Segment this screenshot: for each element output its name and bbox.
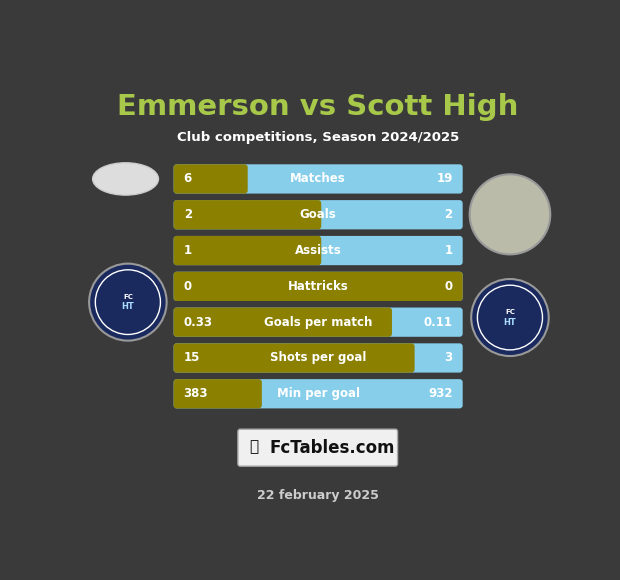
Text: Hattricks: Hattricks <box>288 280 348 293</box>
FancyBboxPatch shape <box>174 307 463 337</box>
FancyBboxPatch shape <box>174 379 463 408</box>
Text: Goals per match: Goals per match <box>264 316 373 329</box>
Text: Assists: Assists <box>294 244 342 257</box>
Text: 1: 1 <box>445 244 453 257</box>
Text: Min per goal: Min per goal <box>277 387 360 400</box>
Text: FC: FC <box>123 293 133 300</box>
Text: 2: 2 <box>445 208 453 221</box>
Text: Matches: Matches <box>290 172 346 186</box>
Text: 0: 0 <box>184 280 192 293</box>
Circle shape <box>470 175 551 255</box>
Text: 0: 0 <box>445 280 453 293</box>
Text: FcTables.com: FcTables.com <box>270 438 395 456</box>
Text: 2: 2 <box>184 208 192 221</box>
FancyBboxPatch shape <box>174 271 463 301</box>
FancyBboxPatch shape <box>238 429 397 466</box>
Text: 19: 19 <box>436 172 453 186</box>
Text: Shots per goal: Shots per goal <box>270 351 366 364</box>
FancyBboxPatch shape <box>174 343 463 372</box>
FancyBboxPatch shape <box>174 236 321 265</box>
Circle shape <box>471 279 549 356</box>
FancyBboxPatch shape <box>174 164 463 194</box>
Text: 15: 15 <box>184 351 200 364</box>
Text: 0.11: 0.11 <box>423 316 453 329</box>
Text: 1: 1 <box>184 244 192 257</box>
Ellipse shape <box>92 163 159 195</box>
Text: 383: 383 <box>184 387 208 400</box>
Text: HT: HT <box>503 318 516 327</box>
FancyBboxPatch shape <box>174 307 392 337</box>
FancyBboxPatch shape <box>174 379 262 408</box>
Text: 22 february 2025: 22 february 2025 <box>257 489 379 502</box>
FancyBboxPatch shape <box>174 271 463 301</box>
FancyBboxPatch shape <box>174 236 463 265</box>
Text: 6: 6 <box>184 172 192 186</box>
Text: 📊: 📊 <box>250 440 259 454</box>
Text: 3: 3 <box>445 351 453 364</box>
Text: 0.33: 0.33 <box>184 316 213 329</box>
Circle shape <box>89 264 167 340</box>
Text: 932: 932 <box>428 387 453 400</box>
FancyBboxPatch shape <box>174 164 247 194</box>
FancyBboxPatch shape <box>174 200 321 229</box>
Text: Goals: Goals <box>299 208 337 221</box>
Text: Club competitions, Season 2024/2025: Club competitions, Season 2024/2025 <box>177 131 459 144</box>
Text: HT: HT <box>122 302 135 311</box>
Text: Emmerson vs Scott High: Emmerson vs Scott High <box>117 93 518 121</box>
Text: FC: FC <box>505 309 515 315</box>
FancyBboxPatch shape <box>174 343 415 372</box>
FancyBboxPatch shape <box>174 200 463 229</box>
